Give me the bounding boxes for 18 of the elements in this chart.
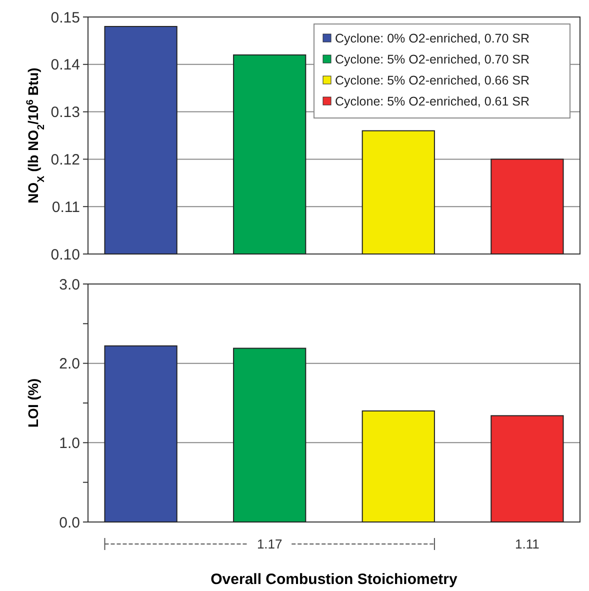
y-tick-label: 2.0 <box>59 356 80 373</box>
y-tick-label: 0.12 <box>50 151 80 168</box>
y-tick-label: 3.0 <box>59 276 80 294</box>
y-tick-label: 1.0 <box>59 434 80 452</box>
text: 1.11 <box>515 536 540 552</box>
y-tick-label: 0.14 <box>50 56 80 74</box>
legend-label: Cyclone: 0% O2-enriched, 0.70 SR <box>335 31 530 46</box>
y-tick-label: 0.15 <box>50 9 80 26</box>
legend-label: Cyclone: 5% O2-enriched, 0.61 SR <box>335 94 530 108</box>
y-tick-label: 0.0 <box>59 514 80 532</box>
text: 0.10 <box>50 246 80 264</box>
x-axis-title: Overall Combustion Stoichiometry <box>210 571 458 588</box>
legend-label: Cyclone: 5% O2-enriched, 0.70 SR <box>335 52 530 66</box>
y-axis-title: LOI (%) <box>25 378 41 428</box>
y-tick-label: 0.13 <box>50 104 80 122</box>
text: 1.17 <box>256 536 282 552</box>
y-tick-label: 0.11 <box>52 198 80 216</box>
legend-label: Cyclone: 5% O2-enriched, 0.66 SR <box>335 73 530 88</box>
